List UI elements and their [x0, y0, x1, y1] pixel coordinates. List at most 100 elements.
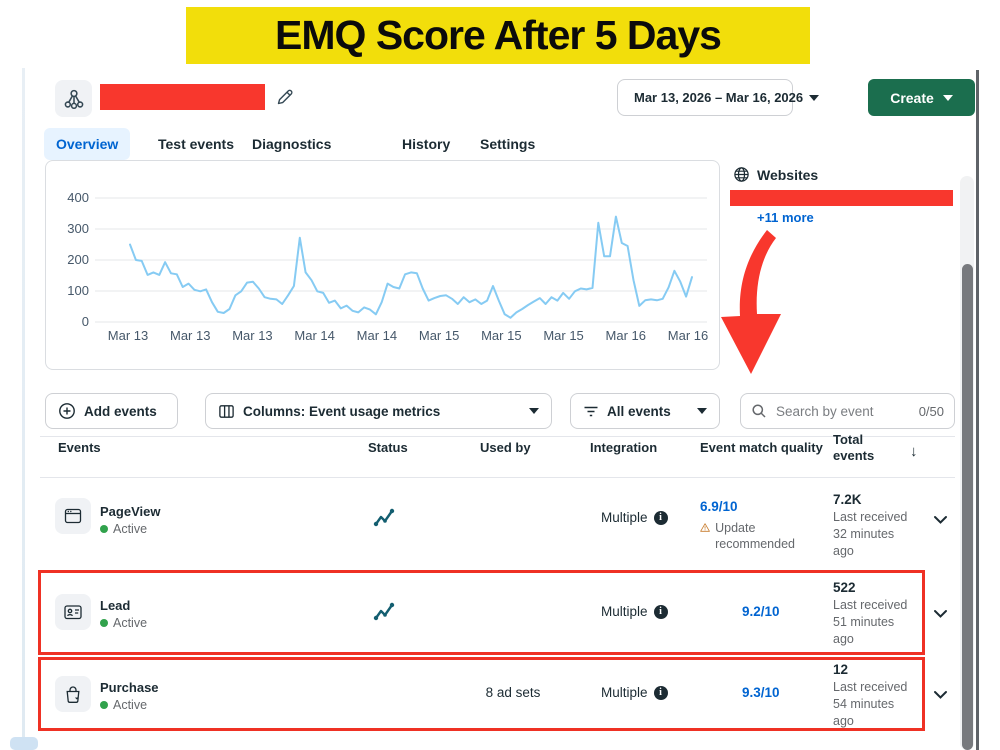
divider: [40, 436, 955, 437]
columns-icon: [219, 404, 234, 418]
x-tick-label: Mar 13: [107, 328, 149, 343]
search-input[interactable]: [774, 402, 912, 420]
tab-history[interactable]: History: [402, 136, 451, 152]
events-chart-card: [45, 160, 720, 370]
x-tick-label: Mar 15: [543, 328, 584, 343]
events-line-chart: 0 100 200 300 400 Mar 13 Mar 13 Mar 13 Mar 14 Ma…: [45, 162, 718, 368]
redacted-website-url: [730, 190, 953, 206]
dataset-icon: [64, 89, 83, 109]
chevron-down-icon[interactable]: [933, 512, 948, 530]
x-tick-label: Mar 14: [294, 328, 335, 343]
event-status: Active: [100, 616, 147, 630]
divider: [40, 477, 955, 478]
col-header-emq[interactable]: Event match quality: [700, 440, 823, 455]
filter-icon: [584, 406, 598, 417]
caret-down-icon: [529, 408, 539, 414]
event-status: Active: [100, 698, 147, 712]
y-tick-label: 400: [67, 190, 89, 205]
emq-score-link[interactable]: 6.9/10: [700, 499, 738, 514]
integration-cell: Multiple i: [601, 604, 668, 619]
sort-desc-icon[interactable]: ↓: [910, 443, 918, 460]
plus-circle-icon: [59, 403, 75, 419]
x-tick-label: Mar 16: [667, 328, 709, 343]
y-tick-label: 300: [67, 221, 89, 236]
shopping-bag-icon: [55, 676, 91, 712]
search-icon: [752, 404, 766, 418]
integration-cell: Multiple i: [601, 685, 668, 700]
active-dot-icon: [100, 619, 108, 627]
caret-down-icon: [942, 94, 953, 101]
y-tick-label: 100: [67, 283, 89, 298]
total-events-cell: 522 Last received 51 minutes ago: [833, 580, 908, 646]
event-status: Active: [100, 522, 147, 536]
tab-settings[interactable]: Settings: [480, 136, 536, 152]
dataset-icon-box: [55, 80, 92, 117]
x-tick-label: Mar 15: [481, 328, 522, 343]
event-name: Lead: [100, 598, 131, 613]
col-header-status[interactable]: Status: [368, 440, 408, 455]
scrollbar-thumb[interactable]: [962, 264, 973, 750]
highlight-box-lead: [38, 570, 925, 655]
search-by-event-box[interactable]: 0/50: [740, 393, 955, 429]
emq-score-link[interactable]: 9.3/10: [742, 685, 780, 700]
y-tick-label: 0: [81, 314, 89, 329]
col-header-integration[interactable]: Integration: [590, 440, 658, 455]
columns-dropdown[interactable]: Columns: Event usage metrics: [205, 393, 552, 429]
total-events-cell: 12 Last received 54 minutes ago: [833, 662, 908, 728]
x-tick-label: Mar 14: [356, 328, 398, 343]
websites-panel-title: Websites: [733, 166, 818, 183]
table-row-pageview[interactable]: PageView Active Multiple i 6.9/10 Update…: [0, 480, 960, 570]
y-tick-label: 200: [67, 252, 89, 267]
x-tick-label: Mar 15: [418, 328, 460, 343]
table-row-purchase[interactable]: Purchase Active 8 ad sets Multiple i 9.3…: [0, 658, 960, 730]
col-header-events[interactable]: Events: [58, 440, 101, 455]
integration-cell: Multiple i: [601, 510, 668, 525]
tab-diagnostics[interactable]: Diagnostics: [252, 136, 332, 152]
tab-overview[interactable]: Overview: [44, 128, 131, 160]
cropped-ui-fragment: [10, 737, 38, 750]
emq-cell: 6.9/10 Update recommended: [700, 498, 795, 553]
highlight-box-purchase: [38, 657, 925, 731]
annotation-arrow-down: [721, 230, 781, 374]
date-range-label: Mar 13, 2026 – Mar 16, 2026: [634, 90, 804, 105]
emq-warning: Update recommended: [700, 520, 795, 553]
total-events-cell: 7.2K Last received 32 minutes ago: [833, 492, 908, 558]
tab-test-events[interactable]: Test events: [158, 136, 234, 152]
used-by-cell: 8 ad sets: [485, 685, 541, 700]
globe-icon: [734, 167, 749, 182]
active-dot-icon: [100, 525, 108, 533]
event-name: Purchase: [100, 680, 159, 695]
search-char-counter: 0/50: [918, 403, 944, 419]
chevron-down-icon[interactable]: [933, 687, 948, 705]
event-name: PageView: [100, 504, 161, 519]
activity-sparkline-icon: [373, 602, 395, 627]
x-tick-label: Mar 13: [232, 328, 273, 343]
col-header-used-by[interactable]: Used by: [480, 440, 531, 455]
info-icon[interactable]: i: [653, 510, 668, 525]
col-header-total-events[interactable]: Total events: [833, 432, 875, 463]
info-icon[interactable]: i: [653, 685, 668, 700]
x-tick-label: Mar 16: [605, 328, 646, 343]
line-chart-plot: [95, 197, 707, 323]
date-range-picker[interactable]: Mar 13, 2026 – Mar 16, 2026: [617, 79, 820, 116]
window-edge: [976, 70, 979, 750]
emq-score-link[interactable]: 9.2/10: [742, 604, 780, 619]
caret-down-icon: [809, 94, 820, 101]
activity-sparkline-icon: [373, 508, 395, 533]
edit-pencil-icon[interactable]: [275, 87, 295, 107]
browser-window-icon: [55, 498, 91, 534]
page-title: EMQ Score After 5 Days: [275, 12, 722, 58]
create-button[interactable]: Create: [868, 79, 975, 116]
caret-down-icon: [697, 408, 707, 414]
table-row-lead[interactable]: Lead Active Multiple i 9.2/10 522 Last r…: [0, 572, 960, 654]
redacted-pixel-name: [100, 84, 265, 110]
id-card-icon: [55, 594, 91, 630]
add-events-button[interactable]: Add events: [45, 393, 178, 429]
events-filter-dropdown[interactable]: All events: [570, 393, 720, 429]
more-websites-link[interactable]: +11 more: [757, 210, 814, 225]
active-dot-icon: [100, 701, 108, 709]
x-tick-label: Mar 13: [169, 328, 211, 343]
info-icon[interactable]: i: [653, 604, 668, 619]
chevron-down-icon[interactable]: [933, 606, 948, 624]
